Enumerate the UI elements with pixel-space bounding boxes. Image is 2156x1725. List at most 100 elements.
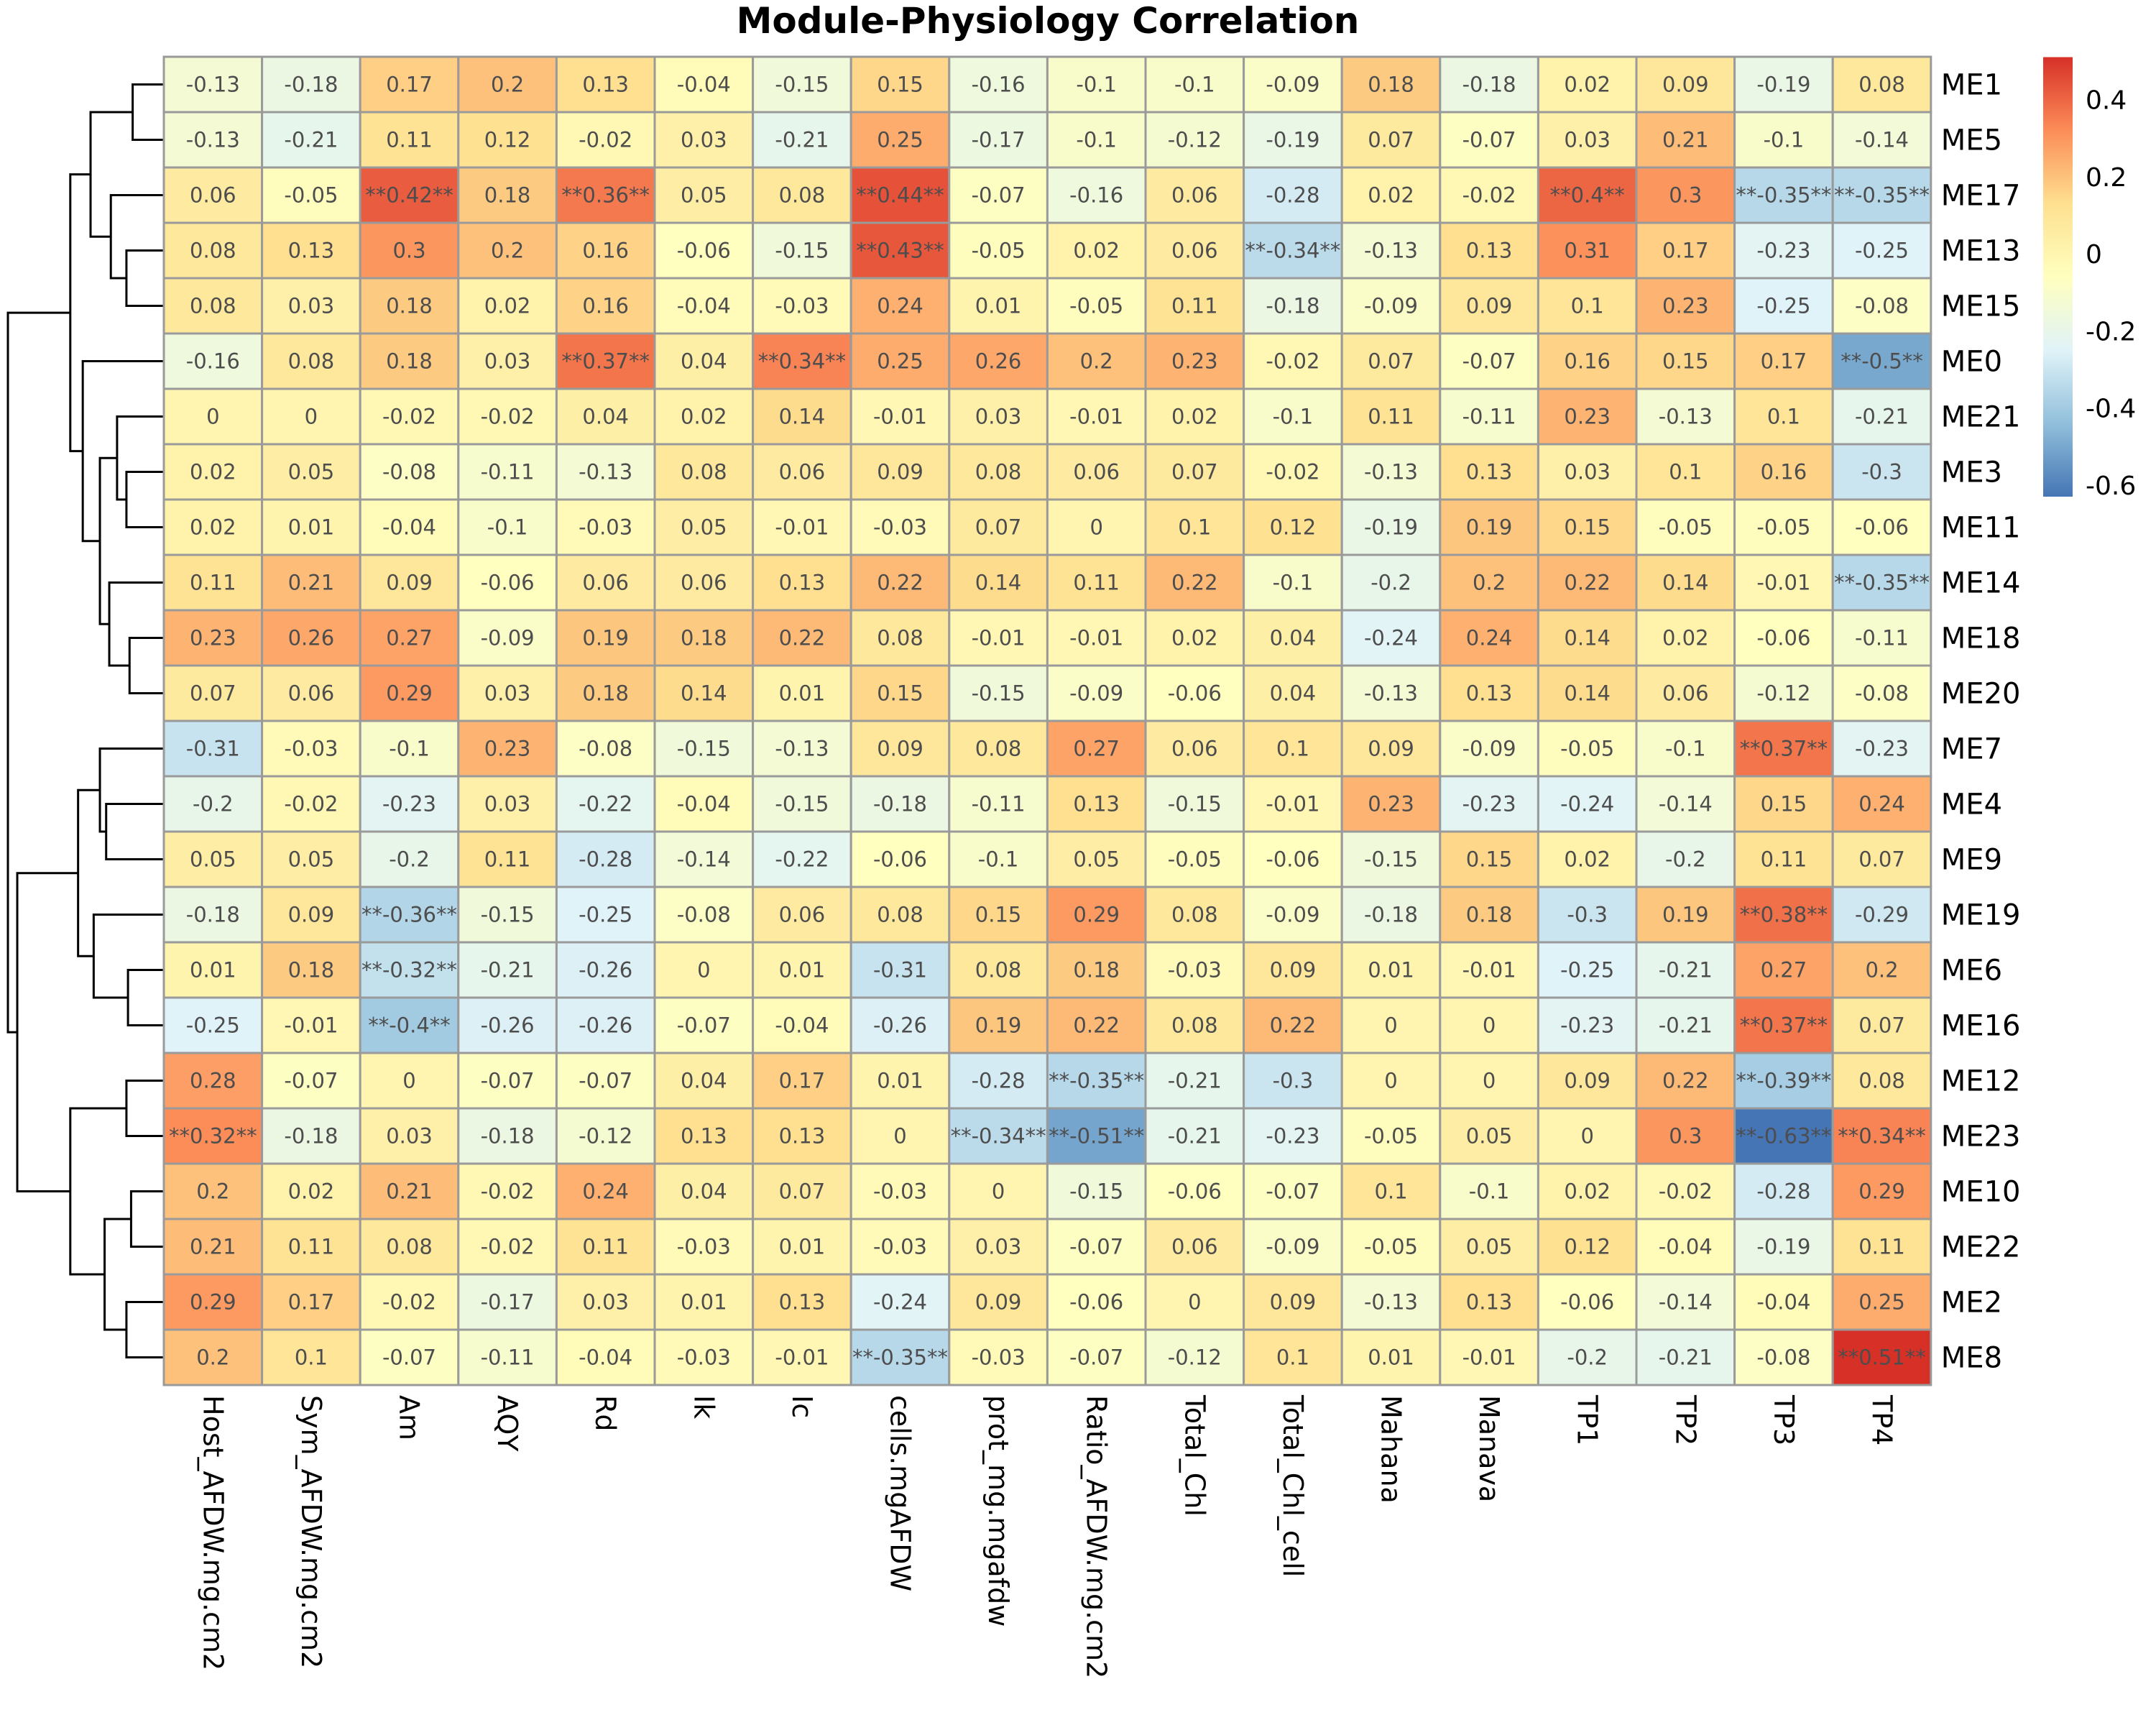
cell-value-label: 0.14 [1662,571,1709,595]
heatmap-cell [1144,830,1245,888]
heatmap-cell [752,166,852,224]
cell-value-label: 0.24 [582,1179,629,1204]
cell-value-label: 0.1 [1767,405,1800,429]
cell-value-label: **0.51** [1838,1346,1926,1370]
heatmap-cell [1144,886,1245,944]
cell-value-label: -0.13 [186,73,240,97]
cell-value-label: -0.01 [1462,1346,1516,1370]
cell-value-label: 0.15 [1662,349,1709,374]
cell-value-label: -0.25 [579,903,632,927]
heatmap-cell [948,1107,1049,1165]
cell-value-label: -0.2 [1567,1346,1608,1370]
cell-value-label: 0.16 [1761,460,1807,484]
heatmap-cell [261,166,361,224]
cell-value-label: -0.02 [1462,183,1516,208]
heatmap-cell [261,1273,361,1331]
cell-value-label: -0.05 [972,239,1026,263]
cell-value-label: 0.13 [288,239,335,263]
cell-value-label: 0.12 [484,128,531,152]
heatmap-cell [162,1218,264,1276]
cell-value-label: 0.2 [1080,349,1113,374]
heatmap-cell [359,830,460,888]
heatmap-cell [1831,277,1932,335]
cell-value-label: 0.21 [386,1179,433,1204]
heatmap-cell [359,996,460,1054]
cell-value-label: 0.06 [1171,183,1218,208]
heatmap-cell [1243,553,1343,612]
heatmap-cell [1537,1328,1638,1386]
heatmap-cell [1733,886,1834,944]
cell-value-label: 0 [1483,1069,1496,1093]
heatmap-cell [1144,166,1245,224]
legend-tick-label: 0 [2086,240,2102,270]
cell-value-label: 0.03 [582,1290,629,1315]
heatmap-cell [1243,1052,1343,1110]
column-label: TP3 [1768,1394,1800,1445]
heatmap-cell [1144,1328,1245,1386]
cell-value-label: 0.18 [1073,958,1120,983]
heatmap-cell [849,111,951,169]
heatmap-cell [261,830,361,888]
cell-value-label: 0 [1580,1124,1593,1149]
dendrogram-branch [105,803,164,860]
heatmap-cell [1537,996,1638,1054]
heatmap-cell [1243,498,1343,556]
heatmap-cell [1144,55,1245,114]
cell-value-label: 0.09 [1270,958,1317,983]
cell-value-label: -0.05 [1756,515,1810,540]
heatmap-cell [457,719,558,778]
heatmap-cell [1635,111,1736,169]
heatmap-cell [457,1107,558,1165]
heatmap-cell [1439,166,1539,224]
cell-value-label: -0.03 [579,515,632,540]
dendrogram-branch [6,311,70,1034]
cell-value-label: 0.09 [1368,737,1414,761]
heatmap-cell [1733,1218,1834,1276]
cell-value-label: -0.24 [1364,626,1418,650]
heatmap-row: 0.02 0.05 -0.08 -0.11 -0.13 0.08 0.06 0.09 0.08 0… [162,443,1932,501]
cell-value-label: -0.23 [1855,737,1909,761]
cell-value-label: -0.02 [382,1290,436,1315]
row-label: ME10 [1941,1176,2021,1209]
row-label: ME1 [1941,69,2002,102]
heatmap-cell [162,1162,264,1220]
cell-value-label: 0.08 [975,460,1022,484]
heatmap-cell [948,221,1049,280]
column-label: Host_AFDW.mg.cm2 [197,1395,229,1670]
heatmap-cell [359,277,460,335]
cell-value-label: 0.03 [975,405,1022,429]
cell-value-label: 0 [697,958,710,983]
cell-value-label: 0.09 [877,460,923,484]
heatmap-cell [1635,1052,1736,1110]
cell-value-label: 0.08 [190,239,236,263]
cell-value-label: -0.1 [1469,1179,1510,1204]
heatmap-cell [1439,1328,1539,1386]
cell-value-label: 0.06 [1171,239,1218,263]
heatmap-cell [1635,553,1736,612]
heatmap-cell [1243,1328,1343,1386]
cell-value-label: 0.11 [190,571,236,595]
cell-value-label: 0.03 [484,349,531,374]
color-legend-ticks: 0.4 0.2 0 -0.2 -0.4 -0.6 [2086,86,2136,501]
cell-value-label: -0.21 [1659,958,1713,983]
cell-value-label: -0.03 [677,1235,731,1259]
heatmap-cell [359,111,460,169]
dendrogram-branch [69,173,91,453]
heatmap-cell [1635,498,1736,556]
row-label: ME17 [1941,180,2021,213]
cell-value-label: 0.1 [1178,515,1211,540]
cell-value-label: 0 [1188,1290,1201,1315]
heatmap-cell [653,166,755,224]
cell-value-label: 0.01 [1368,958,1414,983]
cell-value-label: 0.16 [1564,349,1611,374]
heatmap-cell [555,55,656,114]
cell-value-label: 0.03 [1564,128,1611,152]
cell-value-label: -0.02 [1266,460,1319,484]
row-label: ME2 [1941,1287,2002,1320]
cell-value-label: 0.23 [190,626,236,650]
heatmap-row: 0.2 0.1 -0.07 -0.11 -0.04 -0.03 -0.01 **-0.35**… [162,1328,1932,1386]
cell-value-label: -0.04 [1659,1235,1713,1259]
heatmap-cell [1046,498,1147,556]
heatmap-cell [162,387,264,446]
heatmap-cell [1243,1107,1343,1165]
